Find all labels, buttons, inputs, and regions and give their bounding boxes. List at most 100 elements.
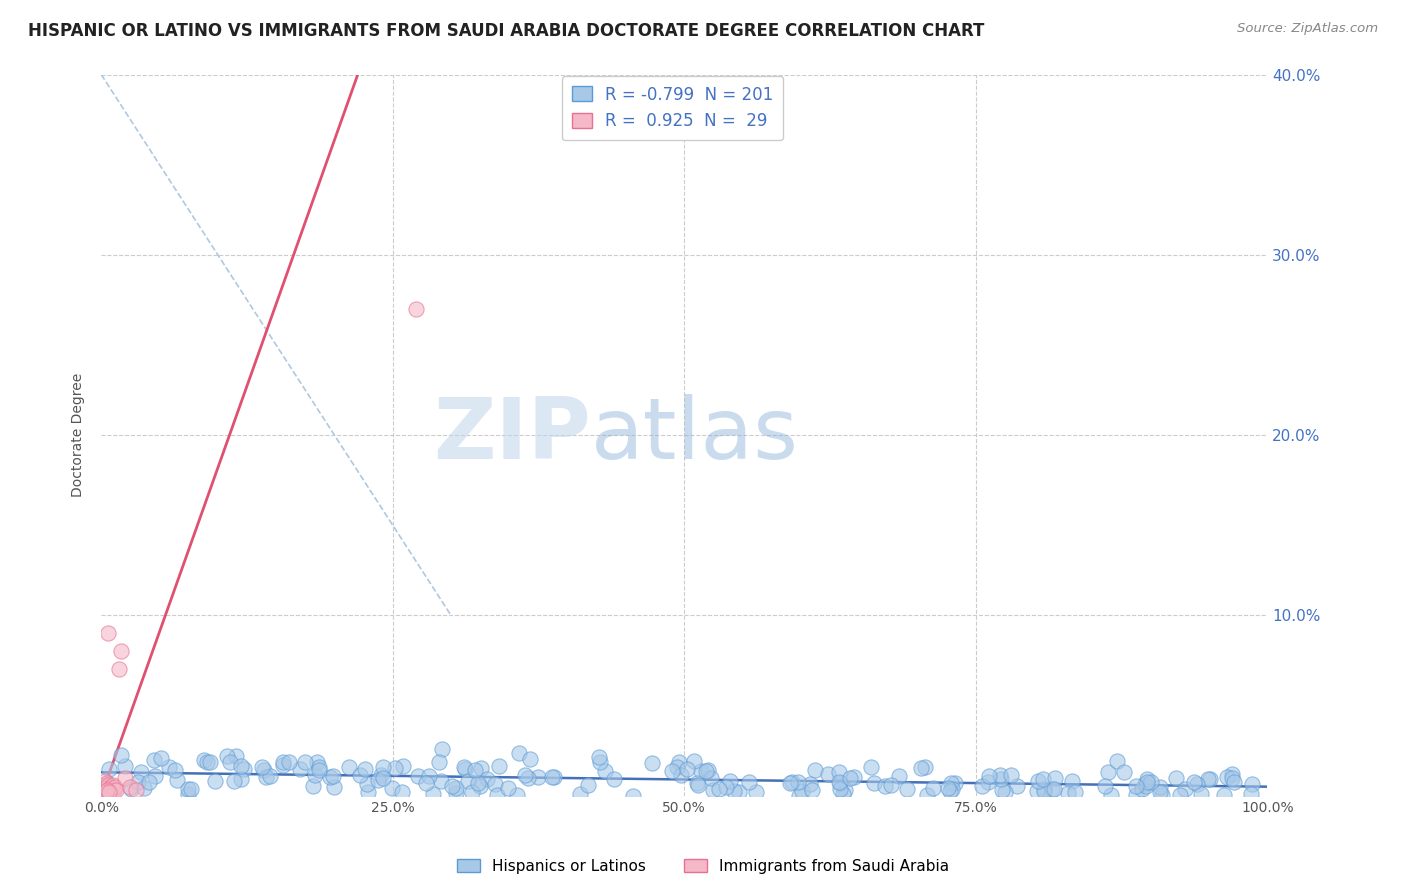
Point <box>779 775 801 789</box>
Point <box>218 755 240 769</box>
Point <box>939 784 962 798</box>
Point <box>308 760 330 774</box>
Point <box>695 764 717 779</box>
Point <box>180 782 202 797</box>
Point <box>373 771 395 785</box>
Point <box>337 760 360 774</box>
Point <box>253 764 276 778</box>
Point <box>101 778 124 792</box>
Point <box>98 763 121 777</box>
Point <box>1185 777 1208 791</box>
Point <box>517 772 540 786</box>
Point <box>1032 782 1054 797</box>
Point <box>142 753 165 767</box>
Point <box>294 755 316 769</box>
Point <box>789 789 811 803</box>
Point <box>485 788 508 802</box>
Point <box>817 767 839 781</box>
Point <box>145 769 167 783</box>
Point <box>391 784 413 798</box>
Point <box>990 782 1012 797</box>
Point <box>229 772 252 787</box>
Point <box>94 780 117 794</box>
Point <box>120 781 142 796</box>
Point <box>356 777 378 791</box>
Point <box>392 759 415 773</box>
Point <box>453 760 475 774</box>
Point <box>576 778 599 792</box>
Point <box>686 775 709 789</box>
Point <box>166 772 188 787</box>
Point <box>302 779 325 793</box>
Point <box>464 764 486 778</box>
Point <box>232 762 254 776</box>
Point <box>107 663 129 677</box>
Point <box>718 774 741 789</box>
Point <box>593 764 616 778</box>
Point <box>105 783 128 797</box>
Point <box>110 748 132 763</box>
Point <box>1040 782 1063 797</box>
Point <box>666 760 689 774</box>
Point <box>441 779 464 793</box>
Point <box>427 755 450 769</box>
Point <box>319 770 342 784</box>
Point <box>357 785 380 799</box>
Point <box>834 783 856 797</box>
Point <box>702 783 724 797</box>
Point <box>979 769 1001 783</box>
Point <box>96 783 118 797</box>
Point <box>994 785 1017 799</box>
Point <box>828 775 851 789</box>
Point <box>1166 771 1188 785</box>
Point <box>1241 777 1264 791</box>
Text: Source: ZipAtlas.com: Source: ZipAtlas.com <box>1237 22 1378 36</box>
Point <box>125 783 148 797</box>
Point <box>381 780 404 795</box>
Point <box>862 776 884 790</box>
Point <box>1182 774 1205 789</box>
Point <box>688 778 710 792</box>
Point <box>589 756 612 770</box>
Legend: Hispanics or Latinos, Immigrants from Saudi Arabia: Hispanics or Latinos, Immigrants from Sa… <box>451 853 955 880</box>
Point <box>519 752 541 766</box>
Point <box>405 301 427 316</box>
Point <box>1223 774 1246 789</box>
Point <box>198 755 221 769</box>
Point <box>110 644 132 658</box>
Point <box>922 780 945 795</box>
Point <box>1149 784 1171 798</box>
Point <box>1174 781 1197 796</box>
Point <box>1150 789 1173 803</box>
Point <box>896 781 918 796</box>
Point <box>1133 777 1156 791</box>
Point <box>1032 772 1054 786</box>
Point <box>446 781 468 796</box>
Point <box>454 762 477 776</box>
Point <box>304 768 326 782</box>
Point <box>308 763 330 777</box>
Point <box>96 781 118 796</box>
Point <box>880 778 903 792</box>
Point <box>349 768 371 782</box>
Point <box>508 747 530 761</box>
Point <box>150 751 173 765</box>
Point <box>98 783 121 797</box>
Point <box>676 762 699 776</box>
Point <box>93 783 115 797</box>
Point <box>127 775 149 789</box>
Point <box>972 779 994 793</box>
Point <box>723 784 745 798</box>
Point <box>323 780 346 795</box>
Point <box>990 772 1012 787</box>
Point <box>838 771 860 785</box>
Point <box>910 762 932 776</box>
Point <box>475 772 498 786</box>
Point <box>828 781 851 796</box>
Point <box>1189 788 1212 802</box>
Point <box>1043 782 1066 797</box>
Point <box>97 778 120 792</box>
Point <box>936 781 959 796</box>
Point <box>792 784 814 798</box>
Point <box>100 780 122 794</box>
